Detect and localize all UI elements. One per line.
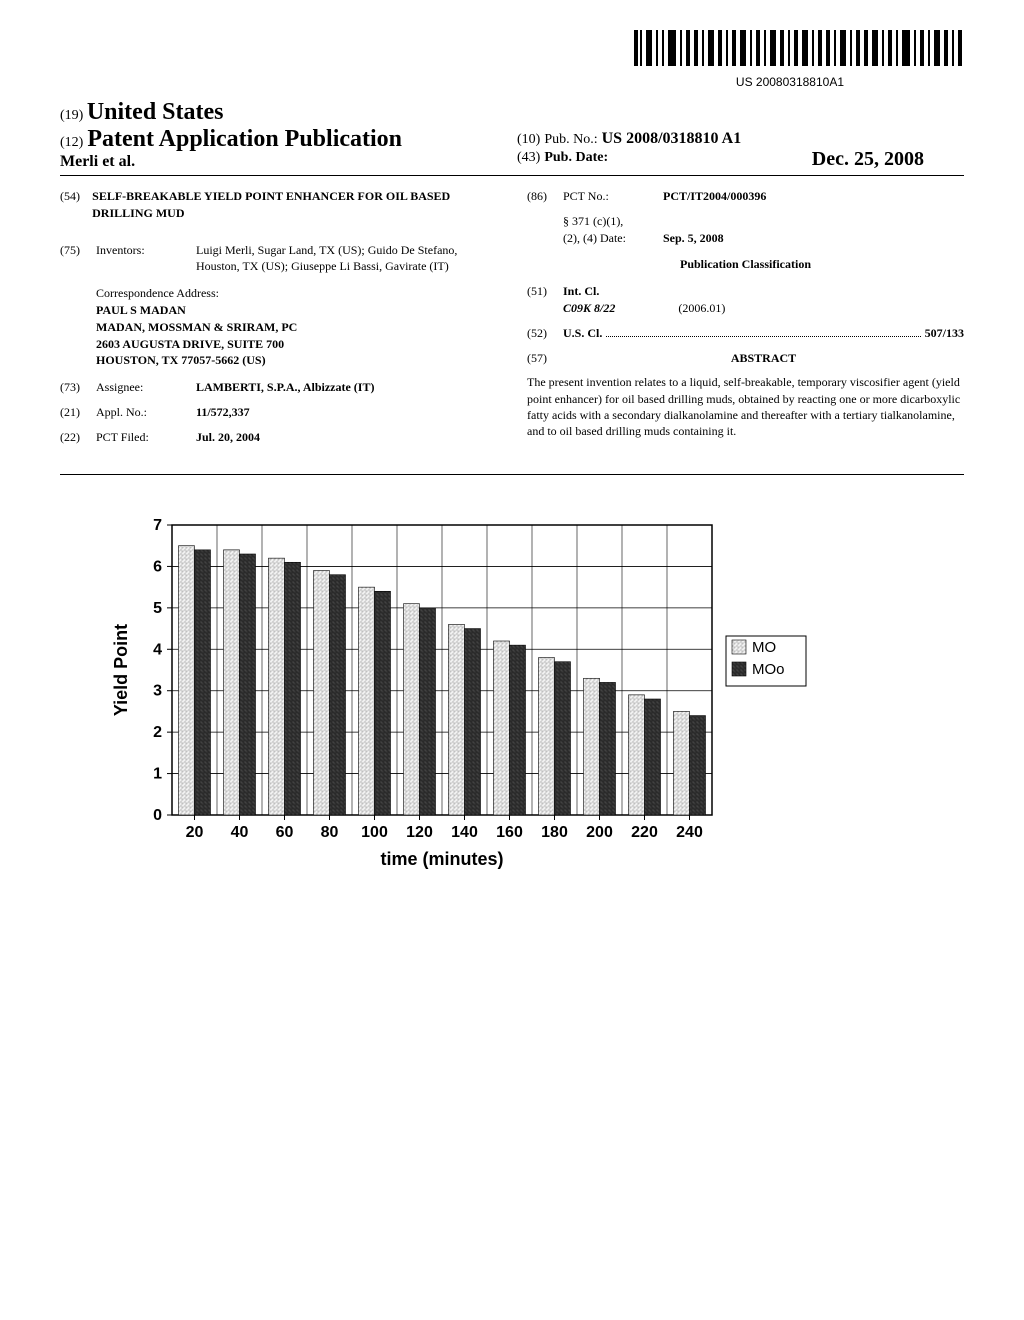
- pubno-label: Pub. No.:: [544, 132, 597, 147]
- inventors-val: Luigi Merli, Sugar Land, TX (US); Guido …: [196, 242, 497, 276]
- pctno-label: PCT No.:: [563, 188, 663, 205]
- svg-text:160: 160: [496, 824, 523, 841]
- header-block: (19) United States (12) Patent Applicati…: [60, 99, 964, 176]
- pubclass-title: Publication Classification: [527, 256, 964, 273]
- svg-text:120: 120: [406, 824, 433, 841]
- pubdate-val: Dec. 25, 2008: [812, 148, 964, 171]
- abstract-text: The present invention relates to a liqui…: [527, 374, 964, 439]
- corr-firm: MADAN, MOSSMAN & SRIRAM, PC: [96, 319, 497, 336]
- pubno-val: US 2008/0318810 A1: [602, 130, 742, 147]
- inventors-label: Inventors:: [96, 242, 196, 276]
- svg-text:5: 5: [153, 599, 162, 616]
- svg-text:0: 0: [153, 807, 162, 824]
- left-column: (54) SELF-BREAKABLE YIELD POINT ENHANCER…: [60, 188, 497, 454]
- svg-text:4: 4: [153, 641, 162, 658]
- svg-text:1: 1: [153, 765, 162, 782]
- svg-text:MOo: MOo: [752, 661, 785, 678]
- pctfiled-label: PCT Filed:: [96, 429, 196, 446]
- intcl-code: C09K 8/22: [563, 301, 615, 315]
- svg-text:100: 100: [361, 824, 388, 841]
- intcl-label: Int. Cl.: [563, 283, 725, 300]
- svg-text:20: 20: [186, 824, 204, 841]
- dotted-leader: [606, 326, 920, 337]
- svg-text:40: 40: [231, 824, 249, 841]
- pub-num: (12): [60, 135, 83, 150]
- svg-text:time (minutes): time (minutes): [380, 849, 503, 869]
- country: United States: [87, 99, 224, 125]
- assignee-num: (73): [60, 379, 96, 396]
- svg-text:7: 7: [153, 517, 162, 534]
- assignee-val: LAMBERTI, S.P.A., Albizzate (IT): [196, 379, 497, 396]
- uscl-label: U.S. Cl.: [563, 325, 602, 342]
- corr-addr1: 2603 AUGUSTA DRIVE, SUITE 700: [96, 336, 497, 353]
- applno-label: Appl. No.:: [96, 404, 196, 421]
- pub-type: Patent Application Publication: [87, 126, 402, 152]
- pubno-num: (10): [517, 132, 540, 147]
- bibliographic-columns: (54) SELF-BREAKABLE YIELD POINT ENHANCER…: [60, 188, 964, 475]
- invention-title: SELF-BREAKABLE YIELD POINT ENHANCER FOR …: [92, 188, 497, 222]
- country-num: (19): [60, 108, 83, 123]
- pubdate-num: (43): [517, 150, 540, 165]
- svg-text:60: 60: [276, 824, 294, 841]
- applno-val: 11/572,337: [196, 404, 497, 421]
- corr-label: Correspondence Address:: [96, 285, 497, 302]
- intcl-num: (51): [527, 283, 563, 317]
- barcode-text: US 20080318810A1: [60, 75, 964, 89]
- assignee-label: Assignee:: [96, 379, 196, 396]
- pctno-num: (86): [527, 188, 563, 205]
- inventors-num: (75): [60, 242, 96, 276]
- svg-text:240: 240: [676, 824, 703, 841]
- pctno-val: PCT/IT2004/000396: [663, 188, 964, 205]
- pctfiled-val: Jul. 20, 2004: [196, 429, 497, 446]
- svg-text:200: 200: [586, 824, 613, 841]
- svg-text:180: 180: [541, 824, 568, 841]
- title-num: (54): [60, 188, 92, 234]
- intcl-year: (2006.01): [678, 301, 725, 315]
- svg-text:2: 2: [153, 724, 162, 741]
- svg-text:220: 220: [631, 824, 658, 841]
- abstract-num: (57): [527, 350, 563, 367]
- uscl-val: 507/133: [925, 325, 964, 342]
- svg-text:80: 80: [321, 824, 339, 841]
- yield-point-chart: 0 1 2 3 4 5 6 7 20 40 60 80 100 120 140 160 180 200 220 240…: [60, 505, 964, 925]
- s371-date-label: (2), (4) Date:: [563, 230, 663, 247]
- svg-text:140: 140: [451, 824, 478, 841]
- abstract-title: ABSTRACT: [563, 350, 964, 367]
- corr-addr2: HOUSTON, TX 77057-5662 (US): [96, 352, 497, 369]
- svg-text:Yield Point: Yield Point: [111, 623, 131, 715]
- authors: Merli et al.: [60, 153, 507, 171]
- svg-text:6: 6: [153, 558, 162, 575]
- pubdate-label: Pub. Date:: [544, 150, 608, 165]
- applno-num: (21): [60, 404, 96, 421]
- svg-text:3: 3: [153, 682, 162, 699]
- pctfiled-num: (22): [60, 429, 96, 446]
- barcode: [60, 30, 964, 71]
- s371-date-val: Sep. 5, 2008: [663, 230, 724, 247]
- right-column: (86) PCT No.: PCT/IT2004/000396 § 371 (c…: [527, 188, 964, 454]
- corr-name: PAUL S MADAN: [96, 302, 497, 319]
- uscl-num: (52): [527, 325, 563, 342]
- svg-text:MO: MO: [752, 639, 776, 656]
- s371-label: § 371 (c)(1),: [563, 213, 964, 230]
